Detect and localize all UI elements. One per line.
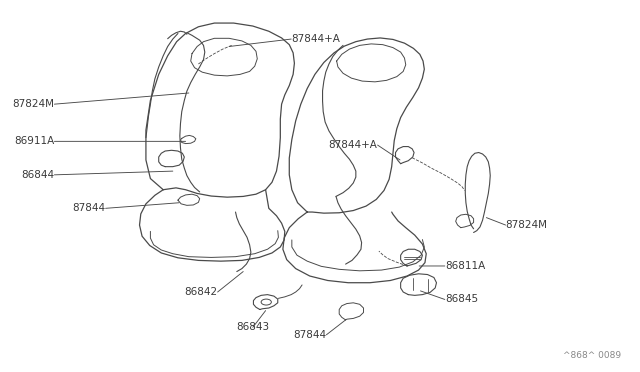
Text: 87844+A: 87844+A: [329, 140, 378, 150]
Text: 86842: 86842: [184, 287, 218, 297]
Text: 86845: 86845: [445, 295, 478, 304]
Text: 87824M: 87824M: [506, 220, 548, 230]
Text: 86844: 86844: [21, 170, 54, 180]
Text: 86811A: 86811A: [445, 261, 485, 271]
Text: 86911A: 86911A: [14, 137, 54, 146]
Text: 87844+A: 87844+A: [291, 34, 340, 44]
Text: 86843: 86843: [236, 323, 269, 332]
Text: 87824M: 87824M: [12, 99, 54, 109]
Text: 87844: 87844: [293, 330, 326, 340]
Text: ^868^ 0089: ^868^ 0089: [563, 351, 621, 360]
Text: 87844: 87844: [72, 203, 106, 213]
